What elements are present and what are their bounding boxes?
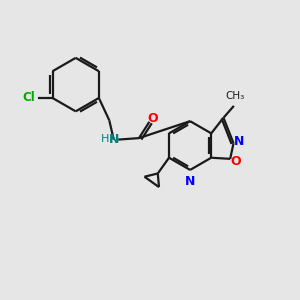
- Text: O: O: [147, 112, 158, 125]
- Text: O: O: [230, 155, 241, 168]
- Text: CH₃: CH₃: [226, 91, 245, 101]
- Text: N: N: [109, 133, 119, 146]
- Text: H: H: [101, 134, 110, 144]
- Text: Cl: Cl: [22, 92, 35, 104]
- Text: N: N: [185, 175, 195, 188]
- Text: N: N: [234, 135, 245, 148]
